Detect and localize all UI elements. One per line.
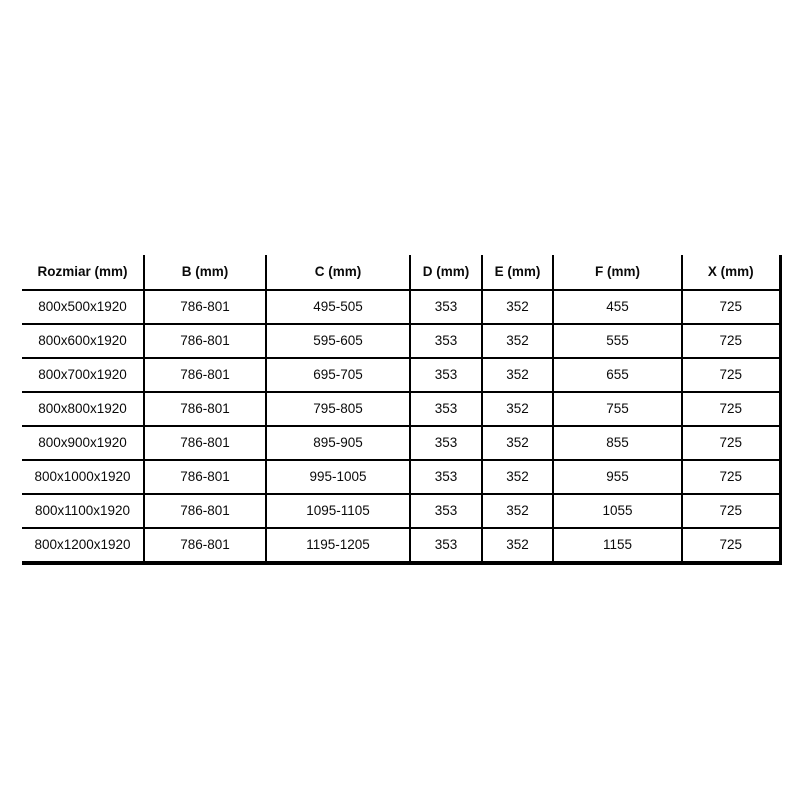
cell-f: 1155 (553, 528, 683, 565)
cell-d: 353 (410, 324, 483, 359)
cell-rozmiar: 800x500x1920 (22, 290, 145, 325)
cell-rozmiar: 800x1200x1920 (22, 528, 145, 565)
cell-f: 455 (553, 290, 683, 325)
cell-c: 495-505 (266, 290, 411, 325)
cell-d: 353 (410, 290, 483, 325)
cell-d: 353 (410, 426, 483, 461)
table-row: 800x500x1920 786-801 495-505 353 352 455… (22, 290, 782, 325)
cell-c: 795-805 (266, 392, 411, 427)
column-header-c: C (mm) (266, 255, 411, 291)
table-row: 800x900x1920 786-801 895-905 353 352 855… (22, 426, 782, 461)
table-row: 800x1200x1920 786-801 1195-1205 353 352 … (22, 528, 782, 565)
cell-d: 353 (410, 460, 483, 495)
cell-c: 1095-1105 (266, 494, 411, 529)
table-row: 800x600x1920 786-801 595-605 353 352 555… (22, 324, 782, 359)
cell-b: 786-801 (144, 494, 267, 529)
cell-e: 352 (482, 324, 554, 359)
table-header: Rozmiar (mm) B (mm) C (mm) D (mm) E (mm)… (22, 255, 782, 291)
cell-rozmiar: 800x1000x1920 (22, 460, 145, 495)
cell-b: 786-801 (144, 528, 267, 565)
cell-x: 725 (682, 528, 782, 565)
table-row: 800x1100x1920 786-801 1095-1105 353 352 … (22, 494, 782, 529)
cell-rozmiar: 800x700x1920 (22, 358, 145, 393)
table-row: 800x700x1920 786-801 695-705 353 352 655… (22, 358, 782, 393)
cell-b: 786-801 (144, 358, 267, 393)
cell-b: 786-801 (144, 290, 267, 325)
cell-b: 786-801 (144, 324, 267, 359)
cell-c: 695-705 (266, 358, 411, 393)
table-header-row: Rozmiar (mm) B (mm) C (mm) D (mm) E (mm)… (22, 255, 782, 291)
cell-rozmiar: 800x900x1920 (22, 426, 145, 461)
cell-e: 352 (482, 358, 554, 393)
cell-e: 352 (482, 426, 554, 461)
cell-x: 725 (682, 358, 782, 393)
cell-b: 786-801 (144, 426, 267, 461)
cell-x: 725 (682, 392, 782, 427)
column-header-d: D (mm) (410, 255, 483, 291)
table-body: 800x500x1920 786-801 495-505 353 352 455… (22, 290, 782, 565)
cell-c: 895-905 (266, 426, 411, 461)
cell-c: 595-605 (266, 324, 411, 359)
cell-x: 725 (682, 494, 782, 529)
cell-b: 786-801 (144, 460, 267, 495)
cell-f: 555 (553, 324, 683, 359)
cell-rozmiar: 800x800x1920 (22, 392, 145, 427)
column-header-rozmiar: Rozmiar (mm) (22, 255, 145, 291)
column-header-b: B (mm) (144, 255, 267, 291)
cell-f: 855 (553, 426, 683, 461)
column-header-f: F (mm) (553, 255, 683, 291)
cell-b: 786-801 (144, 392, 267, 427)
cell-f: 655 (553, 358, 683, 393)
cell-f: 755 (553, 392, 683, 427)
cell-c: 1195-1205 (266, 528, 411, 565)
cell-f: 1055 (553, 494, 683, 529)
cell-e: 352 (482, 528, 554, 565)
table-row: 800x1000x1920 786-801 995-1005 353 352 9… (22, 460, 782, 495)
table-row: 800x800x1920 786-801 795-805 353 352 755… (22, 392, 782, 427)
cell-d: 353 (410, 528, 483, 565)
cell-e: 352 (482, 460, 554, 495)
column-header-e: E (mm) (482, 255, 554, 291)
spec-table-container: Rozmiar (mm) B (mm) C (mm) D (mm) E (mm)… (22, 255, 782, 565)
cell-f: 955 (553, 460, 683, 495)
cell-x: 725 (682, 460, 782, 495)
cell-d: 353 (410, 494, 483, 529)
cell-d: 353 (410, 358, 483, 393)
cell-rozmiar: 800x600x1920 (22, 324, 145, 359)
product-dimension-table: Rozmiar (mm) B (mm) C (mm) D (mm) E (mm)… (22, 255, 782, 565)
cell-x: 725 (682, 290, 782, 325)
cell-x: 725 (682, 324, 782, 359)
cell-d: 353 (410, 392, 483, 427)
column-header-x: X (mm) (682, 255, 782, 291)
cell-e: 352 (482, 392, 554, 427)
cell-rozmiar: 800x1100x1920 (22, 494, 145, 529)
cell-e: 352 (482, 494, 554, 529)
cell-x: 725 (682, 426, 782, 461)
cell-e: 352 (482, 290, 554, 325)
cell-c: 995-1005 (266, 460, 411, 495)
